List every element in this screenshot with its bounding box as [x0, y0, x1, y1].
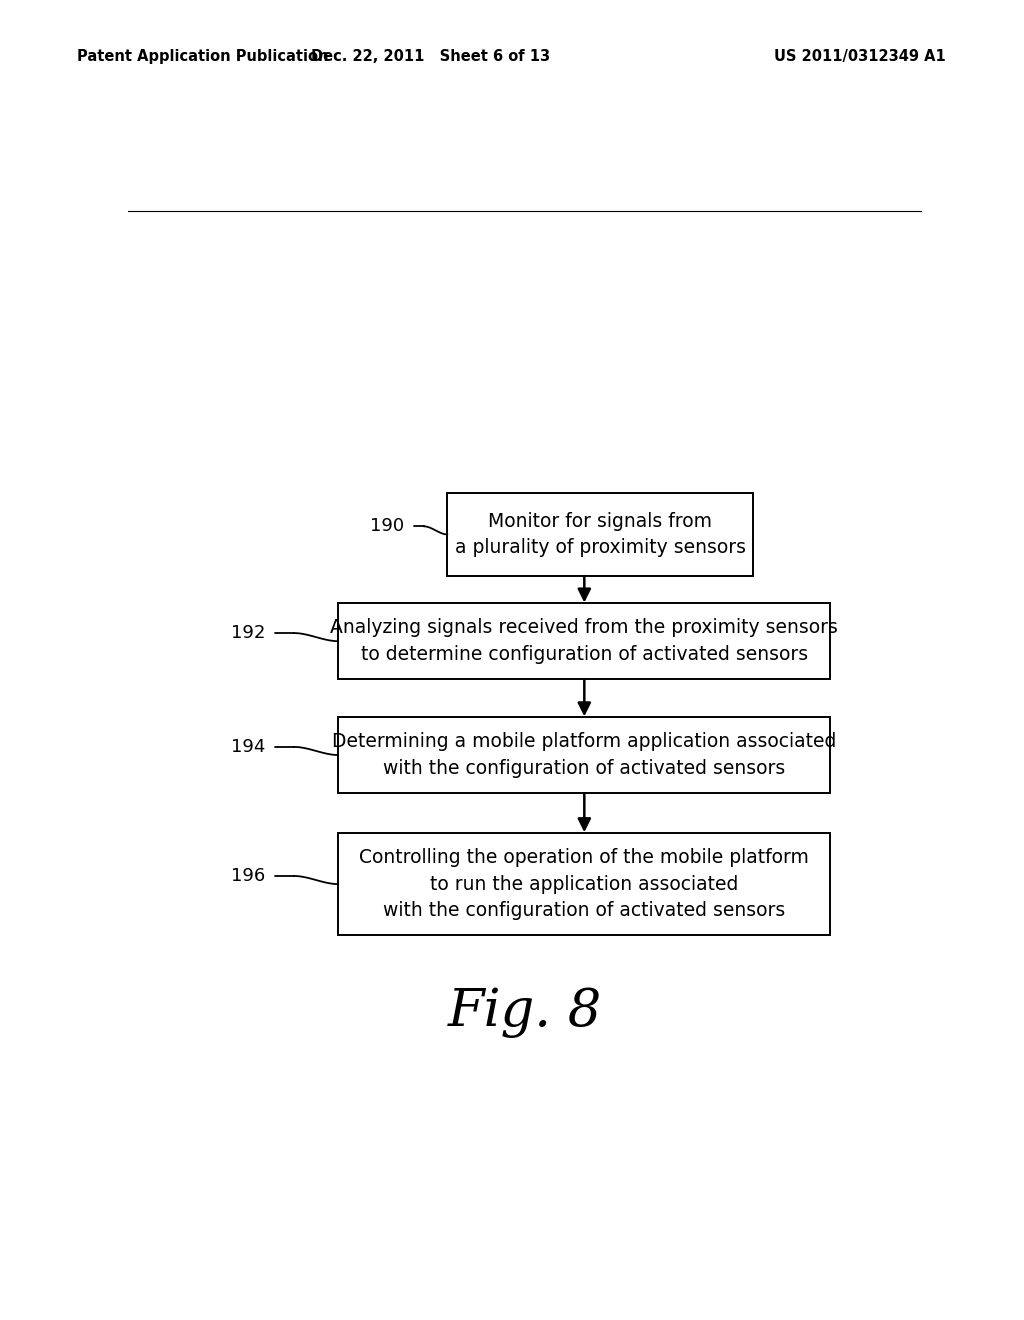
FancyBboxPatch shape [338, 833, 830, 935]
Text: Determining a mobile platform application associated
with the configuration of a: Determining a mobile platform applicatio… [332, 733, 837, 777]
Text: 190: 190 [370, 517, 404, 536]
Text: Monitor for signals from
a plurality of proximity sensors: Monitor for signals from a plurality of … [455, 512, 745, 557]
Text: US 2011/0312349 A1: US 2011/0312349 A1 [774, 49, 946, 65]
Text: Dec. 22, 2011   Sheet 6 of 13: Dec. 22, 2011 Sheet 6 of 13 [310, 49, 550, 65]
Text: Analyzing signals received from the proximity sensors
to determine configuration: Analyzing signals received from the prox… [331, 619, 839, 664]
FancyBboxPatch shape [338, 717, 830, 793]
FancyBboxPatch shape [338, 603, 830, 680]
Text: Fig. 8: Fig. 8 [447, 986, 602, 1038]
FancyBboxPatch shape [447, 492, 753, 576]
Text: 194: 194 [231, 738, 265, 756]
Text: Patent Application Publication: Patent Application Publication [77, 49, 329, 65]
Text: 196: 196 [231, 867, 265, 884]
Text: Controlling the operation of the mobile platform
to run the application associat: Controlling the operation of the mobile … [359, 849, 809, 920]
Text: 192: 192 [231, 624, 265, 642]
